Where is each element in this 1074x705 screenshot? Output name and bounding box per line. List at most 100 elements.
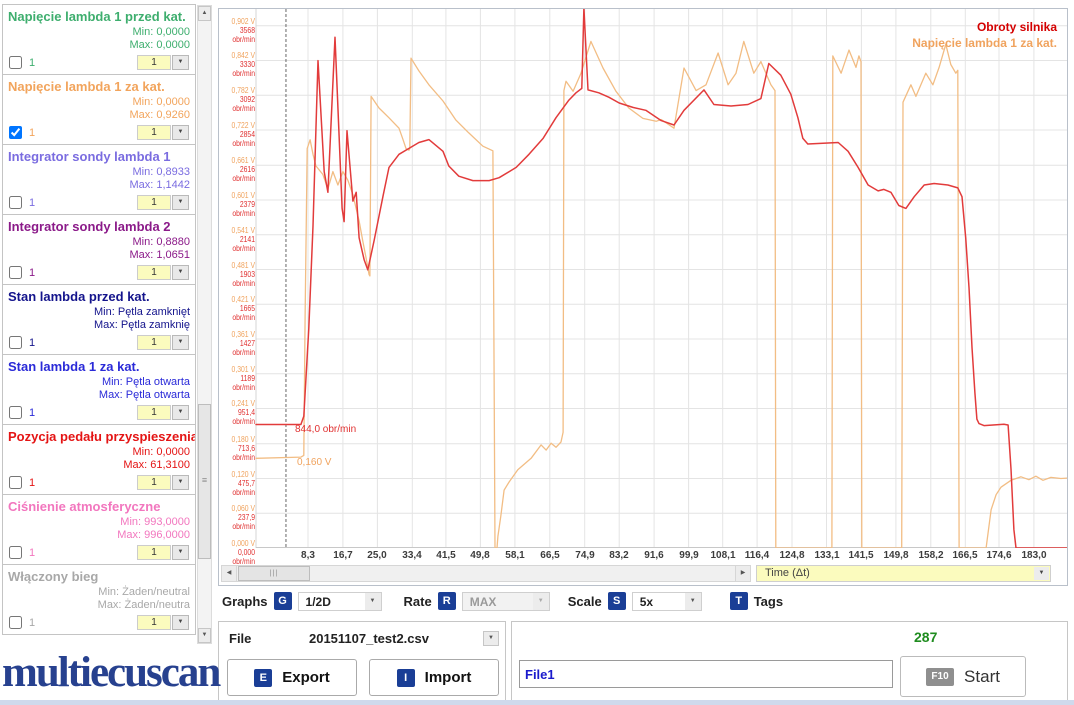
scale-hotkey-badge: S <box>607 592 626 610</box>
channel-scale-dropdown-arrow[interactable]: ▼ <box>172 125 189 140</box>
channel-scale-dropdown-arrow[interactable]: ▼ <box>172 55 189 70</box>
channel-scale-select[interactable]: 1 <box>137 615 171 630</box>
channel-scale-select[interactable]: 1 <box>137 545 171 560</box>
y-axis-volt-label: 0,722 V <box>231 121 255 130</box>
x-axis-label: 83,2 <box>609 550 629 561</box>
channel-block: Pozycja pedału przyspieszenia Min: 0,000… <box>2 424 196 495</box>
scroll-right-icon[interactable]: ▶ <box>735 566 750 581</box>
sidebar-scrollbar-thumb[interactable]: ≡ <box>198 404 211 559</box>
y-axis-rpm-label: 0,000 obr/min <box>232 548 255 566</box>
scale-select[interactable]: 5x ▼ <box>631 591 702 611</box>
chevron-down-icon[interactable]: ▼ <box>684 592 701 610</box>
scroll-down-icon[interactable]: ▼ <box>198 628 211 643</box>
y-axis-rpm-label: 713,6 obr/min <box>232 444 255 462</box>
y-axis-volt-label: 0,541 V <box>231 226 255 235</box>
chevron-down-icon[interactable]: ▼ <box>364 592 381 610</box>
chart-legend: Obroty silnika Napięcie lambda 1 za kat. <box>912 19 1057 51</box>
y-axis-rpm-label: 3330 obr/min <box>232 60 255 78</box>
channel-min: Min: Pętla zamknięt <box>94 306 190 318</box>
channel-scale-dropdown-arrow[interactable]: ▼ <box>172 475 189 490</box>
y-axis-rpm-label: 1665 obr/min <box>232 304 255 322</box>
export-button[interactable]: E Export <box>227 659 357 696</box>
tags-label[interactable]: Tags <box>753 593 784 609</box>
channel-min: Min: Pętla otwarta <box>101 376 190 388</box>
channel-max: Max: 996,0000 <box>117 529 190 541</box>
channel-checkbox[interactable] <box>9 56 22 69</box>
chevron-down-icon[interactable]: ▼ <box>483 631 499 646</box>
channel-min: Min: Żaden/neutral <box>98 586 190 598</box>
y-axis-volt-label: 0,842 V <box>231 51 255 60</box>
channel-scale-dropdown-arrow[interactable]: ▼ <box>172 545 189 560</box>
x-axis-label: 41,5 <box>436 550 456 561</box>
channel-scale-select[interactable]: 1 <box>137 125 171 140</box>
channel-checkbox[interactable] <box>9 476 22 489</box>
channel-scale-select[interactable]: 1 <box>137 55 171 70</box>
file-select-value[interactable]: 20151107_test2.csv <box>308 631 429 646</box>
channel-max: Max: 0,9260 <box>129 109 190 121</box>
chart-plot[interactable] <box>219 9 1067 548</box>
channel-scale-select[interactable]: 1 <box>137 405 171 420</box>
scroll-left-icon[interactable]: ◀ <box>222 566 237 581</box>
y-axis-label: 0,241 V 951,4 obr/min <box>224 399 255 426</box>
channel-max: Max: Żaden/neutra <box>97 599 190 611</box>
y-axis-label: 0,782 V 3092 obr/min <box>224 86 255 113</box>
chart-hscrollbar[interactable]: ◀ ||| ▶ <box>221 565 751 582</box>
import-button[interactable]: I Import <box>369 659 499 696</box>
y-axis-label: 0,421 V 1665 obr/min <box>224 295 255 322</box>
graphs-select[interactable]: 1/2D ▼ <box>297 591 382 611</box>
x-axis-label: 58,1 <box>505 550 525 561</box>
y-axis-volt-label: 0,000 V <box>231 539 255 548</box>
channel-scale-dropdown-arrow[interactable]: ▼ <box>172 405 189 420</box>
channel-block: Stan lambda przed kat. Min: Pętla zamkni… <box>2 284 196 355</box>
gridlines <box>256 9 1067 548</box>
channel-checkbox[interactable] <box>9 266 22 279</box>
scroll-up-icon[interactable]: ▲ <box>198 6 211 21</box>
channel-block: Napięcie lambda 1 za kat. Min: 0,0000 Ma… <box>2 74 196 145</box>
channel-index-label: 1 <box>29 617 36 629</box>
xaxis-mode-value: Time (Δt) <box>765 567 810 579</box>
sidebar-scrollbar[interactable]: ▲ ≡ ▼ <box>197 5 212 644</box>
y-axis-volt-label: 0,902 V <box>231 17 255 26</box>
channel-checkbox[interactable] <box>9 196 22 209</box>
channel-scale-dropdown-arrow[interactable]: ▼ <box>172 615 189 630</box>
channel-checkbox[interactable] <box>9 546 22 559</box>
channel-scale-dropdown-arrow[interactable]: ▼ <box>172 265 189 280</box>
y-axis-label: 0,541 V 2141 obr/min <box>224 226 255 253</box>
y-axis-rpm-label: 951,4 obr/min <box>232 408 255 426</box>
channel-checkbox[interactable] <box>9 336 22 349</box>
chevron-down-icon[interactable]: ▼ <box>1034 567 1049 580</box>
x-axis-label: 108,1 <box>710 550 736 561</box>
x-axis-label: 174,6 <box>986 550 1012 561</box>
channel-checkbox[interactable] <box>9 126 22 139</box>
xaxis-mode-select[interactable]: Time (Δt) ▼ <box>756 565 1051 582</box>
channel-scale-dropdown-arrow[interactable]: ▼ <box>172 335 189 350</box>
x-axis-label: 183,0 <box>1021 550 1047 561</box>
y-axis-label: 0,180 V 713,6 obr/min <box>224 435 255 462</box>
channel-scale-select[interactable]: 1 <box>137 335 171 350</box>
bottom-strip <box>0 700 1074 705</box>
x-axis-label: 25,0 <box>367 550 387 561</box>
chart-hscrollbar-thumb[interactable]: ||| <box>238 566 310 581</box>
channel-block: Napięcie lambda 1 przed kat. Min: 0,0000… <box>2 4 196 75</box>
scale-label: Scale <box>567 593 602 609</box>
export-button-label: Export <box>282 669 330 686</box>
channel-checkbox[interactable] <box>9 616 22 629</box>
channel-max: Max: 0,0000 <box>129 39 190 51</box>
channel-scale-select[interactable]: 1 <box>137 265 171 280</box>
channel-scale-select[interactable]: 1 <box>137 195 171 210</box>
file-label: File <box>229 631 252 646</box>
start-button[interactable]: F10 Start <box>900 656 1026 697</box>
filename-input[interactable] <box>519 660 893 688</box>
channel-title: Integrator sondy lambda 1 <box>8 149 171 164</box>
y-axis-volt-label: 0,661 V <box>231 156 255 165</box>
channel-title: Stan lambda przed kat. <box>8 289 150 304</box>
start-button-label: Start <box>964 666 1000 686</box>
channel-scale-dropdown-arrow[interactable]: ▼ <box>172 195 189 210</box>
graphs-value: 1/2D <box>305 594 331 609</box>
x-axis-label: 91,6 <box>644 550 664 561</box>
channel-scale-select[interactable]: 1 <box>137 475 171 490</box>
y-axis-label: 0,661 V 2616 obr/min <box>224 156 255 183</box>
channel-checkbox[interactable] <box>9 406 22 419</box>
series-obroty-silnika <box>255 9 1067 548</box>
y-axis-volt-label: 0,301 V <box>231 365 255 374</box>
